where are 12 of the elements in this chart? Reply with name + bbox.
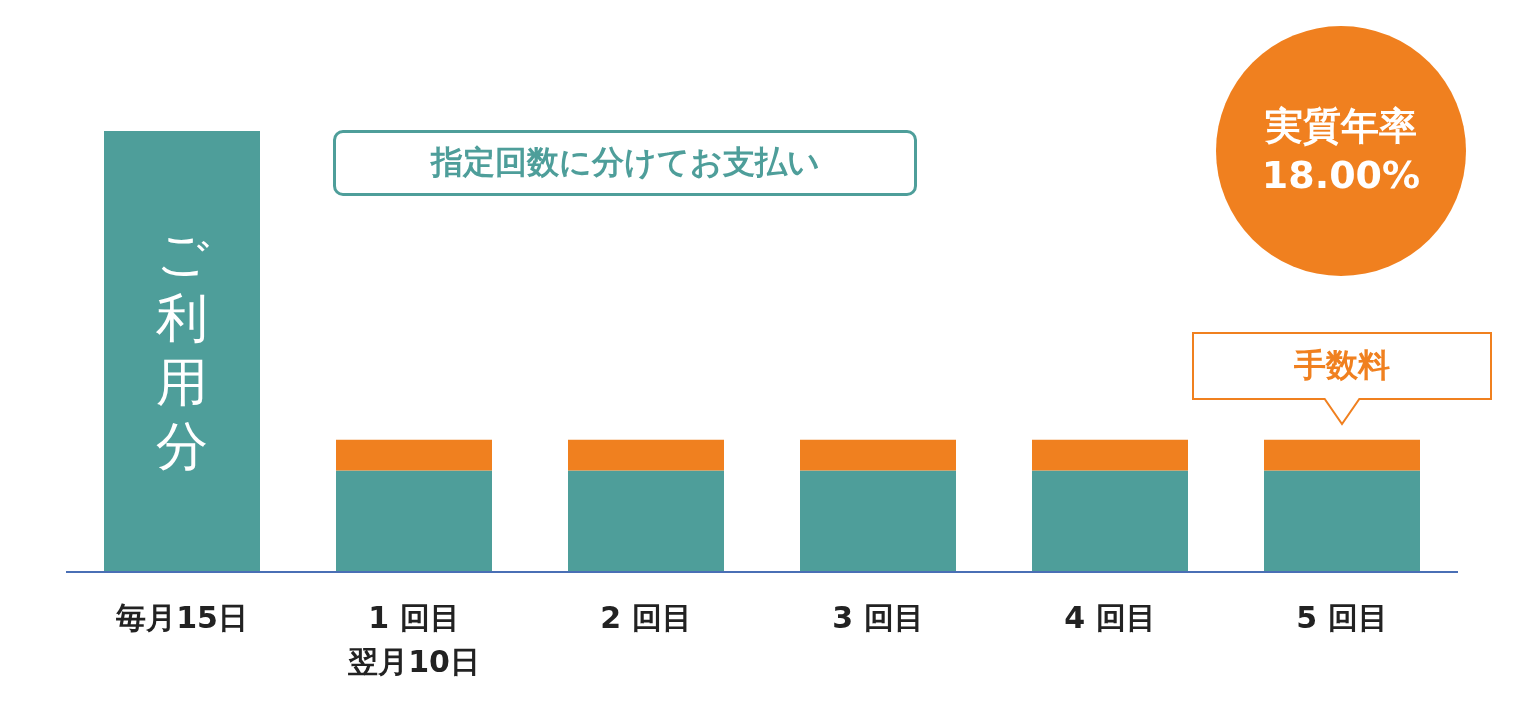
annotation: ご利用分 bbox=[154, 222, 210, 478]
rounded-box: 指定回数に分けてお支払い bbox=[333, 130, 917, 196]
annotation: 実質年率 18.00% bbox=[1261, 102, 1421, 199]
x-tick-label: 3 回目 bbox=[832, 600, 924, 635]
text: 翌月10日 bbox=[347, 643, 481, 681]
x-tick-label: 2 回目 bbox=[600, 600, 692, 635]
x-tick-label: 毎月15日 bbox=[115, 600, 248, 635]
circle-badge: 実質年率 18.00% bbox=[1216, 26, 1466, 276]
x-tick-label: 4 回目 bbox=[1064, 600, 1156, 635]
annotation: 手数料 bbox=[1192, 332, 1492, 401]
x-tick-label: 5 回目 bbox=[1296, 600, 1388, 635]
x-tick-label: 1 回目 bbox=[368, 600, 460, 635]
